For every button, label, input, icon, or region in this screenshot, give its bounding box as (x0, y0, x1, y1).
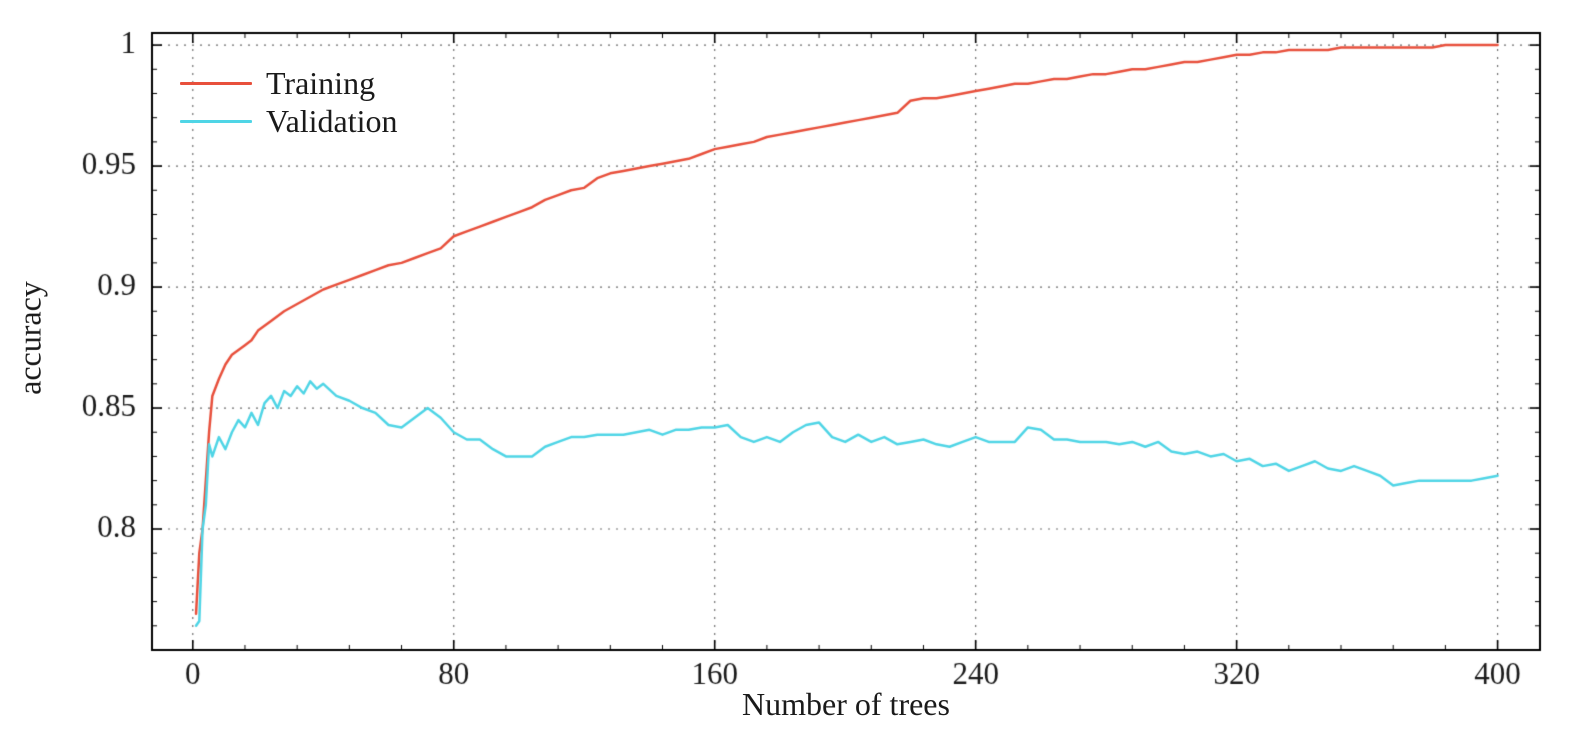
legend-label-training: Training (266, 65, 376, 101)
legend-item-training: Training (180, 64, 398, 102)
y-axis-label: accuracy (11, 281, 48, 395)
legend-label-validation: Validation (266, 103, 398, 139)
training-line-swatch (180, 81, 252, 85)
legend: Training Validation (180, 64, 398, 140)
legend-item-validation: Validation (180, 102, 398, 140)
validation-line-swatch (180, 119, 252, 123)
x-axis-label: Number of trees (742, 686, 950, 722)
